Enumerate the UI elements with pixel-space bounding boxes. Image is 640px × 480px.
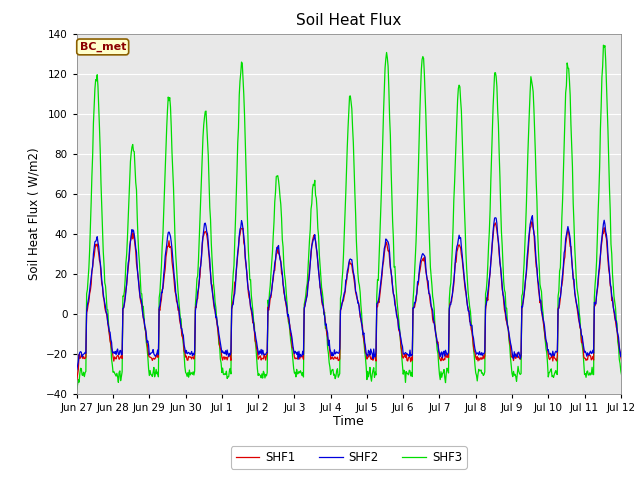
SHF2 [73,367,81,372]
SHF2 [276,256,284,262]
Line: SHF2: SHF2 [77,216,640,370]
SHF3 [248,292,255,298]
SHF1 [248,308,255,314]
SHF2 [426,295,434,301]
SHF3 [276,194,284,200]
SHF3 [426,264,434,270]
SHF1 [276,255,284,261]
SHF1 [298,353,306,359]
Line: SHF1: SHF1 [77,222,640,380]
SHF1 [73,377,81,383]
Text: BC_met: BC_met [79,42,126,52]
SHF1 [141,324,148,330]
Legend: SHF1, SHF2, SHF3: SHF1, SHF2, SHF3 [231,446,467,469]
Line: SHF3: SHF3 [77,45,640,390]
SHF2 [248,306,255,312]
SHF3 [298,372,306,378]
Title: Soil Heat Flux: Soil Heat Flux [296,13,401,28]
X-axis label: Time: Time [333,415,364,429]
SHF2 [529,213,536,218]
SHF1 [459,264,467,270]
SHF1 [528,219,536,225]
SHF3 [600,42,607,48]
SHF3 [459,156,467,162]
Y-axis label: Soil Heat Flux ( W/m2): Soil Heat Flux ( W/m2) [28,147,40,280]
SHF3 [73,387,81,393]
SHF2 [298,353,306,359]
SHF3 [141,326,148,332]
SHF2 [459,260,467,266]
SHF2 [141,324,148,329]
SHF1 [426,300,434,306]
